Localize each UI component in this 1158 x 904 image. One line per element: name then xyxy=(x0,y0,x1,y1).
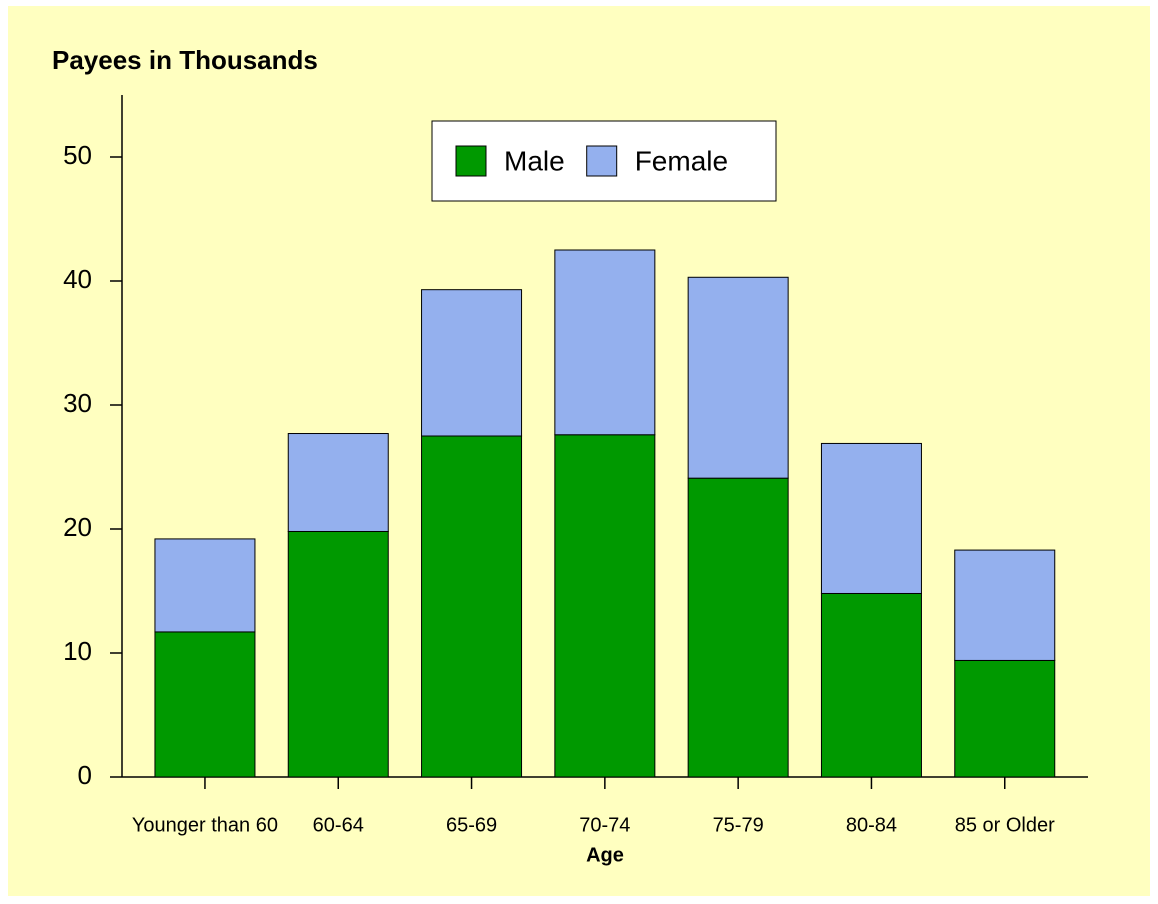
x-tick-label: 60-64 xyxy=(313,814,364,836)
legend-swatch xyxy=(455,145,487,177)
bar-segment xyxy=(687,477,789,778)
legend-label: Male xyxy=(504,145,565,176)
x-tick-label: 85 or Older xyxy=(955,814,1055,836)
bar-segment xyxy=(154,631,256,778)
y-tick-label: 10 xyxy=(63,636,92,666)
bar-segment xyxy=(954,659,1056,778)
x-tick-label: 75-79 xyxy=(713,814,764,836)
y-tick-label: 30 xyxy=(63,388,92,418)
x-tick-label: 80-84 xyxy=(846,814,897,836)
x-tick-label: 65-69 xyxy=(446,814,497,836)
legend-swatch xyxy=(586,145,618,177)
y-tick-label: 50 xyxy=(63,140,92,170)
bar-segment xyxy=(287,433,389,532)
bar-segment xyxy=(954,549,1056,661)
x-tick-label: Younger than 60 xyxy=(132,814,278,836)
bar-segment xyxy=(554,434,656,778)
x-tick-label: 70-74 xyxy=(579,814,630,836)
y-tick-label: 40 xyxy=(63,264,92,294)
bar-segment xyxy=(421,435,523,778)
legend-label: Female xyxy=(635,145,728,176)
bar-segment xyxy=(820,592,922,778)
bar-segment xyxy=(421,289,523,437)
x-axis-label: Age xyxy=(586,844,624,866)
bar-segment xyxy=(554,249,656,436)
y-tick-label: 20 xyxy=(63,512,92,542)
bar-segment xyxy=(154,538,256,633)
chart-title: Payees in Thousands xyxy=(52,45,318,75)
bar-segment xyxy=(687,276,789,479)
bar-segment xyxy=(287,530,389,778)
y-tick-label: 0 xyxy=(78,760,92,790)
bar-segment xyxy=(820,442,922,594)
